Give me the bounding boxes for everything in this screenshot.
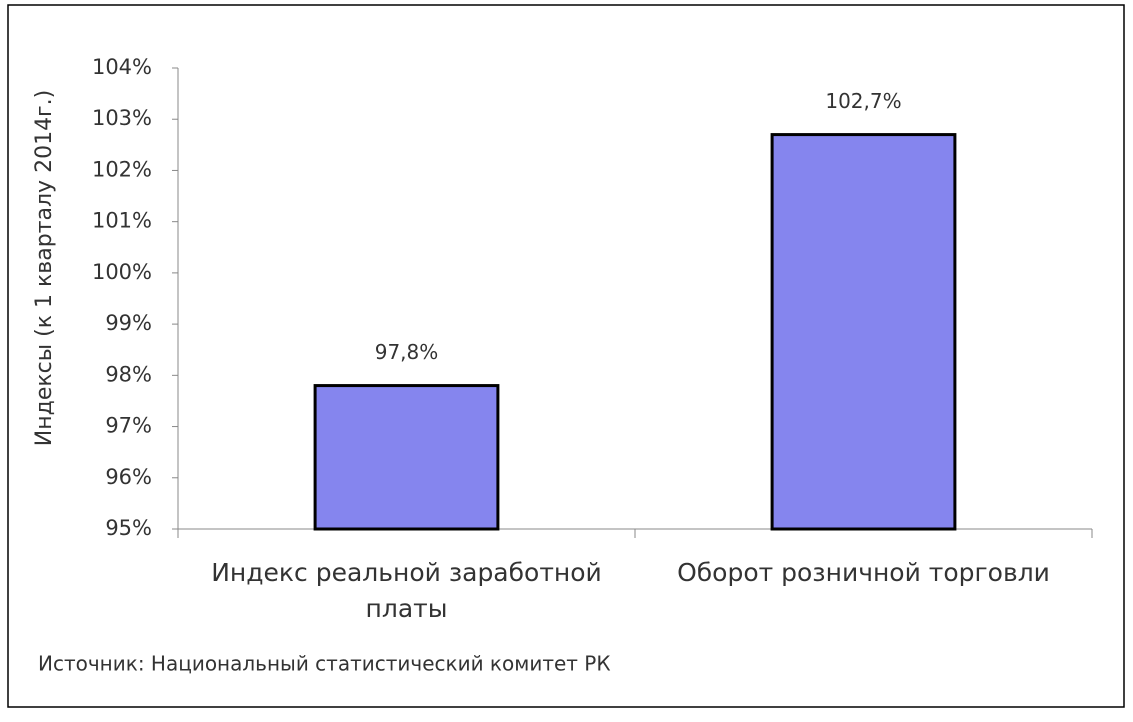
bar: [313, 384, 500, 531]
chart-border: [7, 4, 1125, 708]
bar: [770, 133, 957, 531]
y-tick-label: 99%: [105, 311, 152, 335]
y-tick-label: 96%: [105, 465, 152, 489]
y-tick-label: 102%: [92, 157, 152, 181]
y-tick-label: 97%: [105, 414, 152, 438]
y-tick-label: 95%: [105, 516, 152, 540]
value-label: 102,7%: [825, 89, 901, 113]
x-tick-label: Индекс реальной заработной платы: [211, 558, 602, 623]
y-tick-label: 101%: [92, 209, 152, 233]
y-tick-label: 103%: [92, 106, 152, 130]
x-tick-label: Оборот розничной торговли: [677, 558, 1050, 587]
source-note: Источник: Национальный статистический ко…: [38, 652, 611, 676]
y-tick-label: 98%: [105, 362, 152, 386]
y-tick-label: 104%: [92, 55, 152, 79]
y-axis-label: Индексы (к 1 кварталу 2014г.): [32, 90, 57, 446]
value-label: 97,8%: [375, 340, 439, 364]
y-tick-label: 100%: [92, 260, 152, 284]
